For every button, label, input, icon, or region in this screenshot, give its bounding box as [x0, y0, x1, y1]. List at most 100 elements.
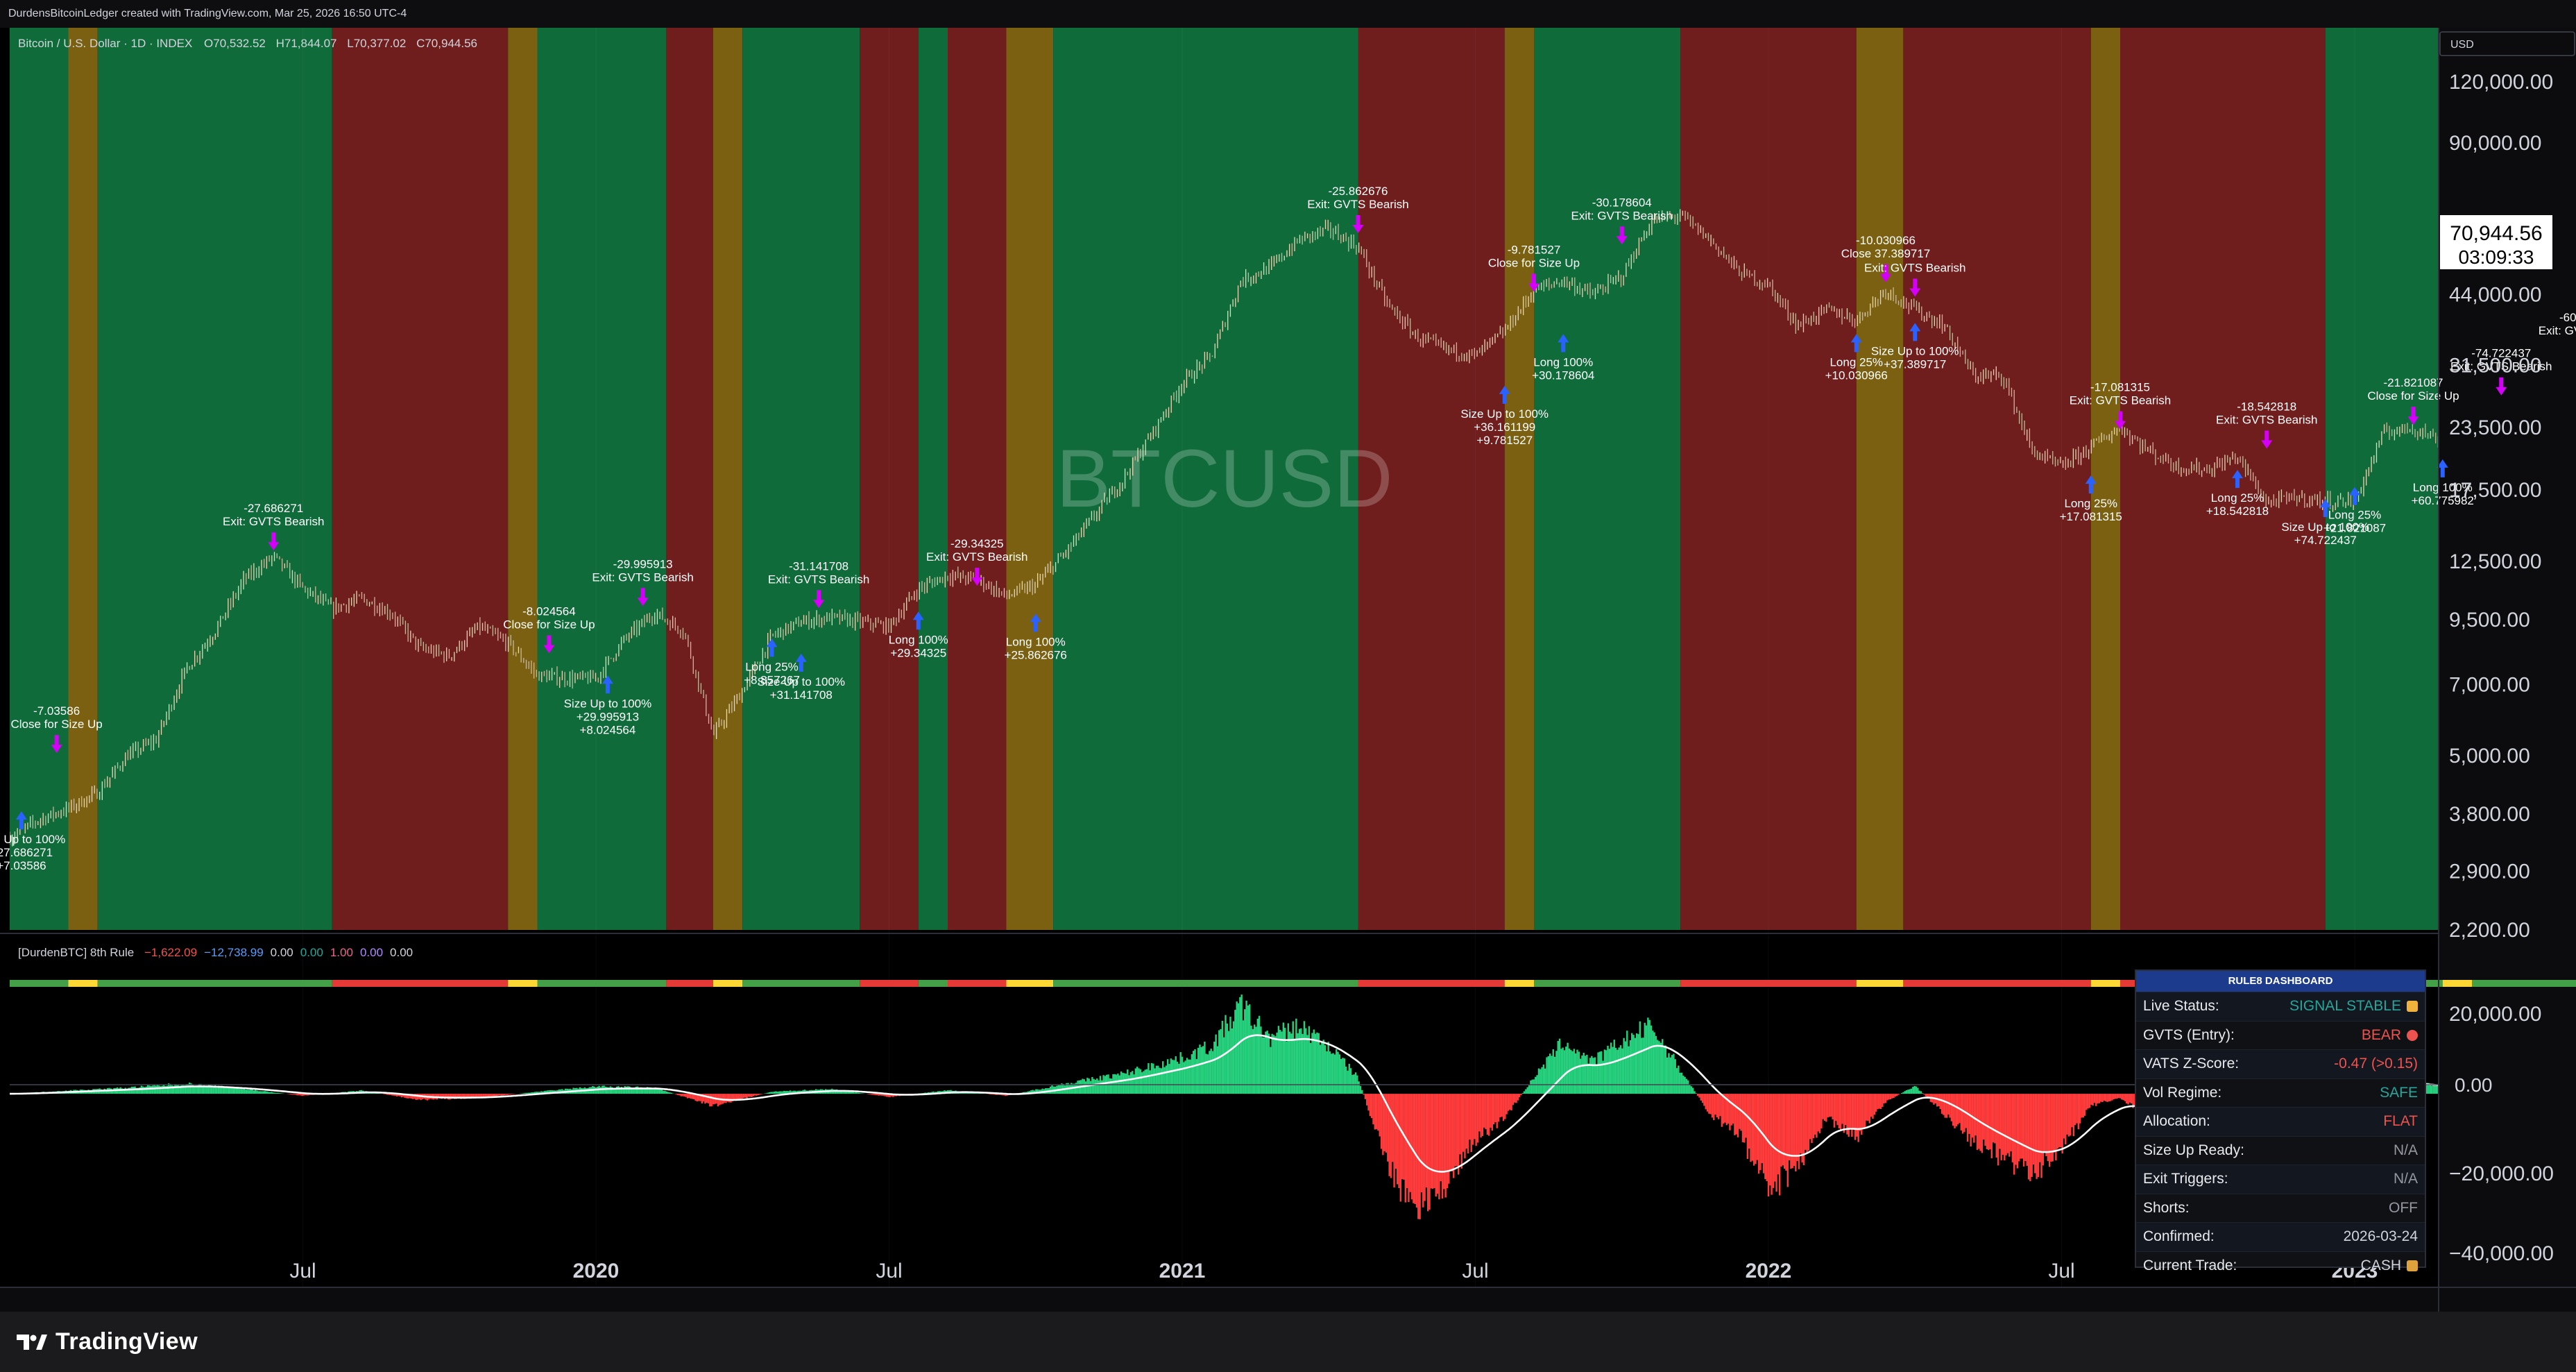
indicator-value: −1,622.09 — [144, 946, 197, 959]
regime-strip-segment — [1534, 980, 1681, 987]
signal-label: Exit: GVTS Bearish — [1307, 198, 1408, 211]
price-tick-label: 90,000.00 — [2449, 132, 2541, 155]
dashboard-row-value: FLAT — [2383, 1113, 2418, 1129]
price-axis[interactable]: 2,200.00 2,900.00 3,800.00 5,000.00 7,000.00… — [2449, 71, 2553, 942]
dashboard-row: GVTS (Entry): BEAR — [2136, 1020, 2425, 1050]
currency-button[interactable] — [2439, 31, 2575, 56]
dashboard-row-value: BEAR — [2362, 1022, 2418, 1050]
dashboard-row: Exit Triggers: N/A — [2136, 1164, 2425, 1194]
regime-zone-bull — [918, 28, 948, 930]
signal-label: +18.542818 — [2206, 505, 2269, 518]
lock-icon — [2407, 1001, 2418, 1013]
signal-label: Long 25% — [2328, 509, 2382, 522]
signal-label: Exit: GVTS Bearish — [2070, 394, 2171, 407]
arrow-down-icon — [1616, 226, 1628, 245]
signal-label: Long 100% — [2413, 481, 2473, 494]
chart-canvas[interactable]: BTCUSD Size Up to 100%+27.686271+7.03586… — [0, 28, 2576, 1312]
signal-label: +17.081315 — [2060, 510, 2122, 523]
arrow-up-icon — [2349, 486, 2360, 505]
regime-strip-segment — [2472, 980, 2576, 987]
entry-signal[interactable]: Size Up to 100%+31.141708 — [757, 653, 845, 702]
regime-strip-segment — [332, 980, 509, 987]
signal-label: -74.722437 — [2471, 347, 2531, 360]
trade-signals: Size Up to 100%+27.686271+7.03586 -7.0358… — [0, 185, 2576, 872]
signal-label: +27.686271 — [0, 846, 53, 859]
entry-signal[interactable]: Long 25%+10.030966 — [1825, 334, 1888, 382]
indicator-value: −12,738.99 — [204, 946, 264, 959]
entry-signal[interactable]: Long 25%+18.542818 — [2206, 470, 2269, 518]
entry-signal[interactable]: Long 100%+25.862676 — [1005, 613, 1067, 661]
oscillator-value-badge — [2440, 1074, 2523, 1097]
signal-label: Exit: GVTS Bearish — [1571, 209, 1673, 222]
signal-line — [10, 1034, 2439, 1173]
rule8-dashboard: RULE8 DASHBOARD Live Status: SIGNAL STABL… — [2135, 969, 2426, 1273]
price-tick-label: 9,500.00 — [2449, 609, 2530, 632]
dashboard-row-label: Live Status: — [2143, 998, 2219, 1014]
entry-signal[interactable]: Size Up to 100%+74.722437 — [2281, 499, 2369, 547]
entry-signal[interactable]: Long 100%+29.34325 — [889, 611, 948, 659]
arrow-up-icon — [602, 675, 613, 694]
signal-label: Long 25% — [1829, 355, 1883, 369]
regime-zone-bear — [860, 28, 919, 930]
oscillator-tick-label: −20,000.00 — [2449, 1162, 2554, 1185]
price-tick-label: 7,000.00 — [2449, 673, 2530, 696]
entry-signal[interactable]: Size Up to 100%+27.686271+7.03586 — [0, 811, 65, 872]
arrow-up-icon — [1030, 613, 1041, 632]
entry-signal[interactable]: Size Up to 100%+36.161199+9.781527 — [1460, 385, 1549, 447]
signal-label: +10.030966 — [1825, 369, 1888, 382]
price-tick-label: 17,500.00 — [2449, 479, 2541, 502]
arrow-up-icon — [912, 611, 924, 630]
signal-label: -29.995913 — [613, 557, 673, 570]
exit-signal[interactable]: -60.775982Exit: GVTS Bearish — [2539, 311, 2576, 359]
signal-label: Exit: GVTS Bearish — [223, 515, 324, 528]
signal-label: Exit: GVTS Bearish — [2539, 324, 2576, 337]
oscillator-axis[interactable]: 20,000.00 −20,000.00 −40,000.00 — [2449, 1003, 2554, 1265]
price-tick-label: 31,500.00 — [2449, 355, 2541, 378]
money-bag-icon — [2407, 1260, 2418, 1271]
entry-signal[interactable]: Size Up to 100%+37.389717 — [1871, 323, 1959, 371]
tradingview-brand[interactable]: TradingView — [56, 1328, 198, 1355]
entry-signal[interactable]: Long 100%+30.178604 — [1532, 334, 1594, 382]
regime-strip-segment — [948, 980, 1007, 987]
signal-label: -30.178604 — [1592, 196, 1652, 209]
entry-signal[interactable]: Long 25%+8.857267 — [744, 638, 800, 686]
entry-signal[interactable]: Long 100%+60.775982 — [2412, 459, 2474, 507]
arrow-down-icon — [813, 590, 825, 609]
regime-strip-segment — [10, 980, 69, 987]
dashboard-title: RULE8 DASHBOARD — [2136, 971, 2425, 992]
time-tick-label: Jul — [876, 1260, 902, 1282]
symbol-watermark: BTCUSD — [1056, 433, 1392, 525]
entry-signal[interactable]: Long 25%+17.081315 — [2060, 475, 2122, 523]
indicator-value: 0.00 — [390, 946, 413, 959]
arrow-down-icon — [2115, 411, 2126, 430]
arrow-down-icon — [1352, 215, 1364, 234]
arrow-down-icon — [1909, 278, 1921, 297]
exit-signal[interactable]: Exit: GVTS Bearish — [1864, 261, 1965, 297]
entry-signal[interactable]: Long 25%+21.821087 — [2323, 486, 2386, 535]
regime-zone-neutral — [1856, 28, 1904, 930]
signal-label: Close 37.389717 — [1841, 247, 1931, 260]
arrow-up-icon — [2437, 459, 2448, 477]
arrow-up-icon — [2319, 499, 2331, 518]
dashboard-row: Allocation: FLAT — [2136, 1107, 2425, 1136]
tradingview-logo-icon[interactable] — [15, 1332, 47, 1353]
arrow-up-icon — [1850, 334, 1862, 353]
arrow-up-icon — [2085, 475, 2097, 494]
entry-signal[interactable]: Size Up to 100%+29.995913+8.024564 — [564, 675, 652, 736]
time-tick-label: Jul — [1462, 1260, 1488, 1282]
regime-strip-segment — [1504, 980, 1534, 987]
